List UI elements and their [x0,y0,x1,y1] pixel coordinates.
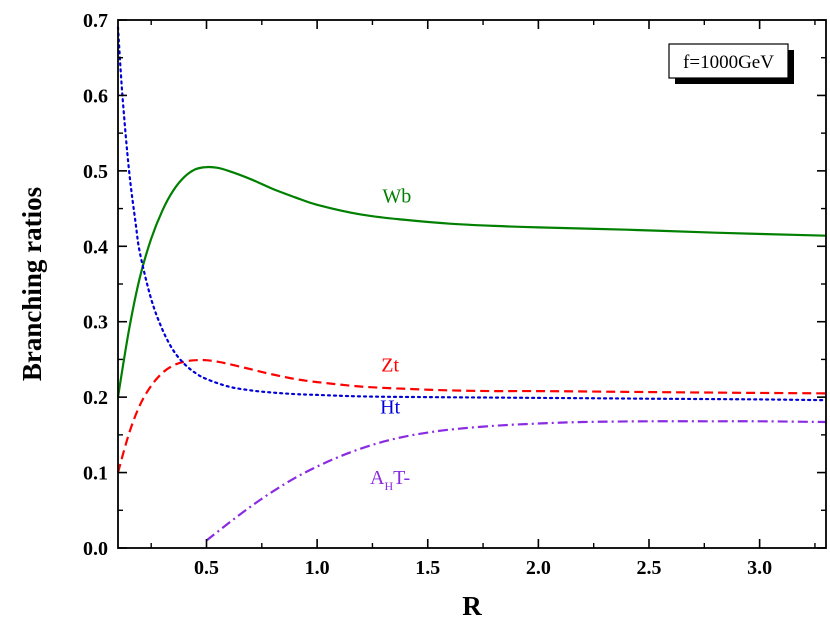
plot-frame [117,19,827,549]
x-tick-label: 1.0 [305,557,330,579]
x-tick-label: 0.5 [194,557,219,579]
y-tick-label: 0.7 [83,10,108,32]
x-tick-label: 1.5 [415,557,440,579]
y-axis-title: Branching ratios [17,187,47,381]
y-tick-label: 0.1 [83,463,108,485]
series-line-3 [205,420,827,542]
series-line-0 [116,165,827,398]
y-tick-label: 0.2 [83,387,108,409]
x-tick-label: 2.0 [526,557,551,579]
series-label-1: Zt [381,354,399,376]
series-label-0: Wb [382,186,411,208]
ticks-layer: 0.5 1.0 1.5 2.0 2.5 3.0 0.0 0.1 0.2 0.3 0.4 0.5 0.6 0… [83,10,826,579]
annotation-box-frame [668,43,789,79]
y-tick-label: 0.6 [83,85,108,107]
curves-layer [116,26,828,542]
y-tick-label: 0.5 [83,161,108,183]
annotation-text: f=1000GeV [683,52,774,73]
x-axis-title: R [462,591,482,621]
series-line-2 [116,26,828,402]
y-tick-label: 0.0 [83,538,108,560]
y-tick-label: 0.4 [83,236,108,258]
x-tick-label: 3.0 [747,557,772,579]
series-label-2: Ht [380,397,400,419]
series-line-1 [116,358,827,473]
y-tick-label: 0.3 [83,312,108,334]
annotation-box: f=1000GeV [668,43,794,84]
series-label-3: AHT- [370,467,410,493]
series-labels-layer: Wb Zt Ht AHT- [370,186,411,493]
x-tick-label: 2.5 [637,557,662,579]
